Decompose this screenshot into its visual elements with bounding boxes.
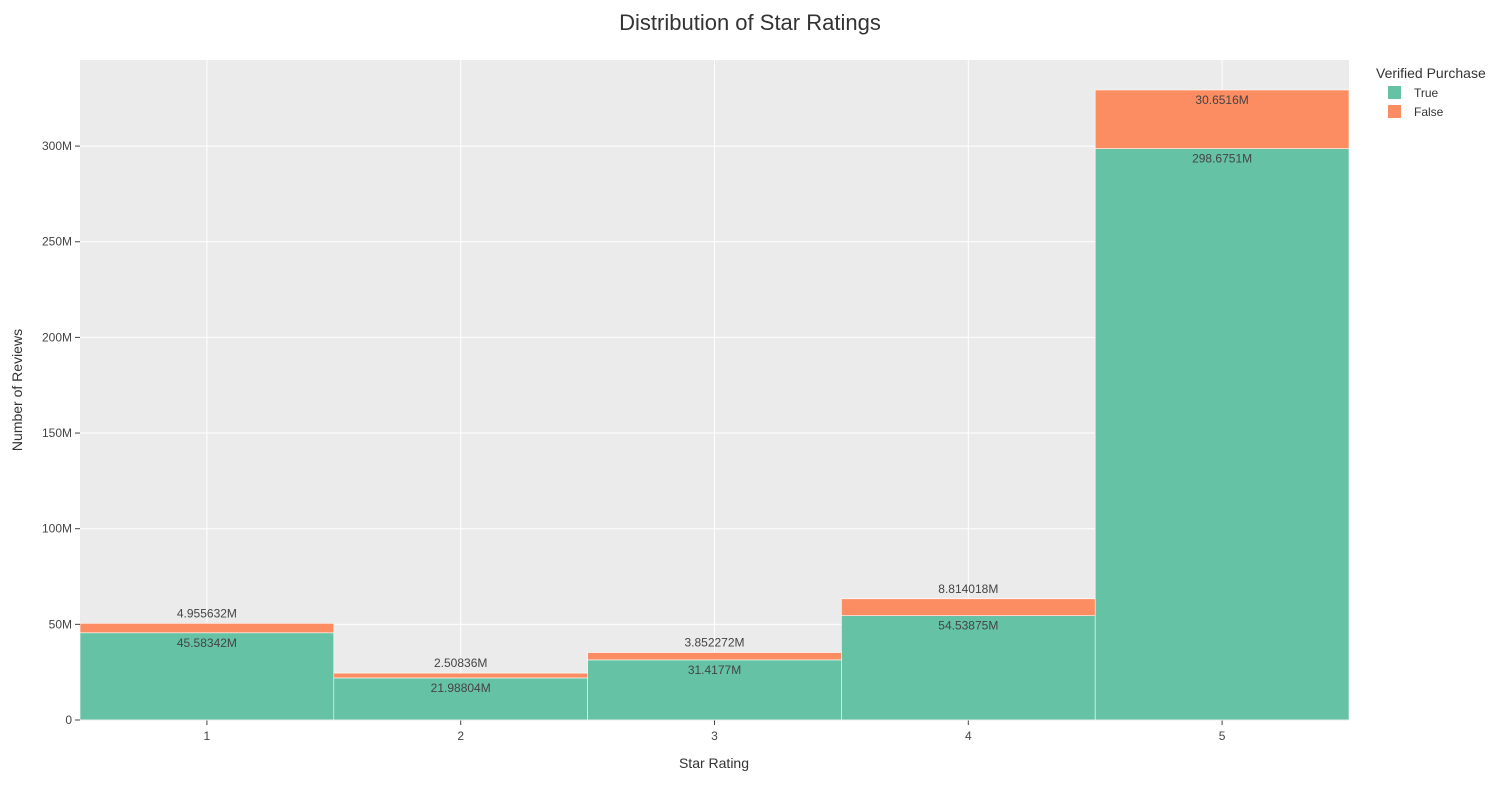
data-label-false-3: 3.852272M <box>684 636 744 650</box>
bars <box>79 89 1350 721</box>
data-label-true-5: 298.6751M <box>1192 152 1252 166</box>
data-label-true-1: 45.58342M <box>177 636 237 650</box>
x-tick-label: 4 <box>965 729 972 743</box>
bar-false-4[interactable] <box>841 598 1096 616</box>
y-tick-label: 150M <box>42 426 72 440</box>
data-label-true-2: 21.98804M <box>431 681 491 695</box>
chart-title: Distribution of Star Ratings <box>619 10 881 35</box>
y-tick-label: 300M <box>42 139 72 153</box>
data-label-true-4: 54.53875M <box>938 619 998 633</box>
bar-true-1[interactable] <box>79 632 335 721</box>
legend-item-true[interactable]: True <box>1388 86 1439 100</box>
axes: 0 50M 100M 150M 200M 250M 300M 1 2 3 4 5 <box>42 139 1349 743</box>
bar-true-5[interactable] <box>1094 148 1350 721</box>
legend: Verified Purchase True False <box>1376 65 1486 119</box>
x-tick-label: 3 <box>711 729 718 743</box>
data-label-false-1: 4.955632M <box>177 606 237 620</box>
data-labels: 45.58342M 21.98804M 31.4177M 54.53875M 298.6… <box>177 93 1252 695</box>
legend-item-false[interactable]: False <box>1388 105 1444 119</box>
legend-title: Verified Purchase <box>1376 65 1486 81</box>
x-axis-title: Star Rating <box>679 755 749 771</box>
y-tick-label: 200M <box>42 330 72 344</box>
x-tick-label: 2 <box>457 729 464 743</box>
data-label-true-3: 31.4177M <box>688 663 741 677</box>
y-axis-title: Number of Reviews <box>9 329 25 451</box>
y-tick-label: 100M <box>42 522 72 536</box>
legend-label-true: True <box>1414 86 1439 100</box>
bar-false-3[interactable] <box>587 652 842 661</box>
y-tick-label: 50M <box>49 617 72 631</box>
legend-label-false: False <box>1414 105 1444 119</box>
legend-swatch-true <box>1388 86 1401 99</box>
bar-true-3[interactable] <box>587 659 842 721</box>
data-label-false-2: 2.50836M <box>434 656 487 670</box>
data-label-false-4: 8.814018M <box>938 582 998 596</box>
legend-swatch-false <box>1388 105 1401 118</box>
bar-false-2[interactable] <box>333 672 588 679</box>
bar-false-1[interactable] <box>79 623 335 634</box>
data-label-false-5: 30.6516M <box>1195 93 1248 107</box>
y-tick-label: 250M <box>42 235 72 249</box>
bar-true-4[interactable] <box>841 615 1096 721</box>
x-tick-label: 1 <box>204 729 211 743</box>
bar-false-5[interactable] <box>1094 89 1350 149</box>
x-tick-label: 5 <box>1219 729 1226 743</box>
y-tick-label: 0 <box>65 713 72 727</box>
